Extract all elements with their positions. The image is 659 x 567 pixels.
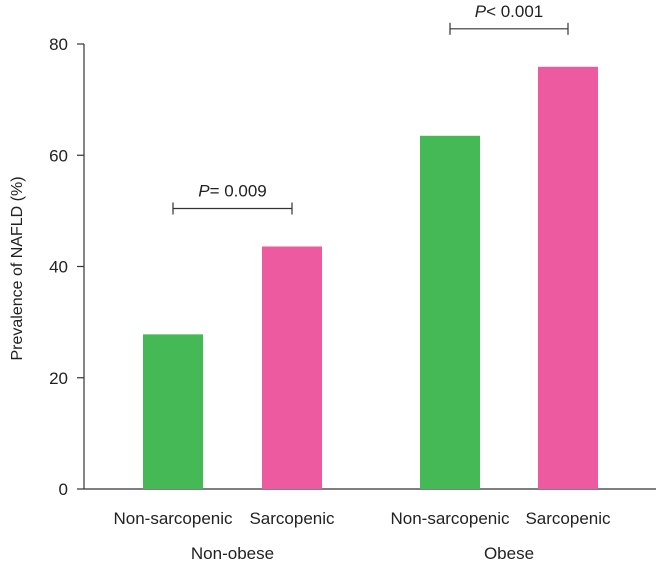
bars: [143, 66, 598, 490]
y-tick-label: 0: [59, 480, 68, 499]
bar-obese-non-sarcopenic: [420, 135, 480, 489]
p-value: = 0.009: [210, 181, 267, 200]
y-axis-title: Prevalence of NAFLD (%): [9, 176, 26, 360]
bar-obese-sarcopenic: [538, 66, 598, 490]
p-value-label: P< 0.001: [475, 2, 544, 21]
bar-non-obese-non-sarcopenic: [143, 334, 203, 489]
x-tick-label: Sarcopenic: [525, 509, 611, 528]
group-label: Non-obese: [191, 544, 274, 562]
p-symbol: P: [198, 181, 210, 200]
y-tick-label: 40: [49, 258, 68, 277]
x-tick-label: Sarcopenic: [249, 509, 335, 528]
bar-non-obese-sarcopenic: [262, 246, 322, 489]
y-tick-label: 80: [49, 35, 68, 54]
p-symbol: P: [475, 2, 487, 21]
x-tick-label: Non-sarcopenic: [113, 509, 233, 528]
labels: 0 20 40 60 80 Prevalence of NAFLD (%) Non-sarc…: [9, 35, 611, 563]
y-tick-label: 60: [49, 146, 68, 165]
group-label: Obese: [484, 544, 534, 562]
x-tick-label: Non-sarcopenic: [390, 509, 510, 528]
p-value-label: P= 0.009: [198, 181, 267, 200]
p-value: < 0.001: [486, 2, 543, 21]
y-tick-label: 20: [49, 369, 68, 388]
